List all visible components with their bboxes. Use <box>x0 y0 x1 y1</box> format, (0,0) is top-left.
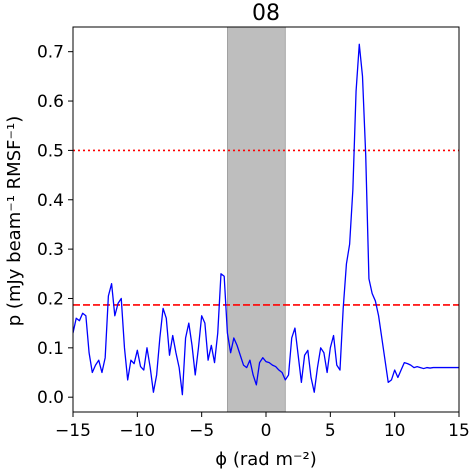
y-tick-label: 0.6 <box>37 92 64 112</box>
y-axis-label: p (mJy beam⁻¹ RMSF⁻¹) <box>4 116 25 326</box>
series-line-0 <box>73 43 459 396</box>
y-tick-label: 0.2 <box>37 289 64 309</box>
y-tick-label: 0.1 <box>37 339 64 359</box>
x-tick-label: −15 <box>55 421 91 441</box>
chart-title: 08 <box>252 1 280 26</box>
x-tick-label: −10 <box>119 421 155 441</box>
x-tick-label: 15 <box>448 421 470 441</box>
x-axis-label: ϕ (rad m⁻²) <box>215 449 316 470</box>
plot-area: −15 −10 −5 0 5 10 15 0.0 0.1 0.2 0.3 0.4 0.5 0.6 0.7 <box>37 26 470 441</box>
x-tick-label: 5 <box>325 421 336 441</box>
x-tick-label: 0 <box>261 421 272 441</box>
x-tick-label: 10 <box>384 421 406 441</box>
y-tick-label: 0.5 <box>37 141 64 161</box>
plot-content <box>73 27 459 412</box>
y-tick-label: 0.0 <box>37 388 64 408</box>
y-tick-label: 0.4 <box>37 191 64 211</box>
y-tick-label: 0.7 <box>37 43 64 63</box>
y-tick-label: 0.3 <box>37 240 64 260</box>
x-tick-label: −5 <box>189 421 214 441</box>
shaded-region <box>226 27 286 412</box>
